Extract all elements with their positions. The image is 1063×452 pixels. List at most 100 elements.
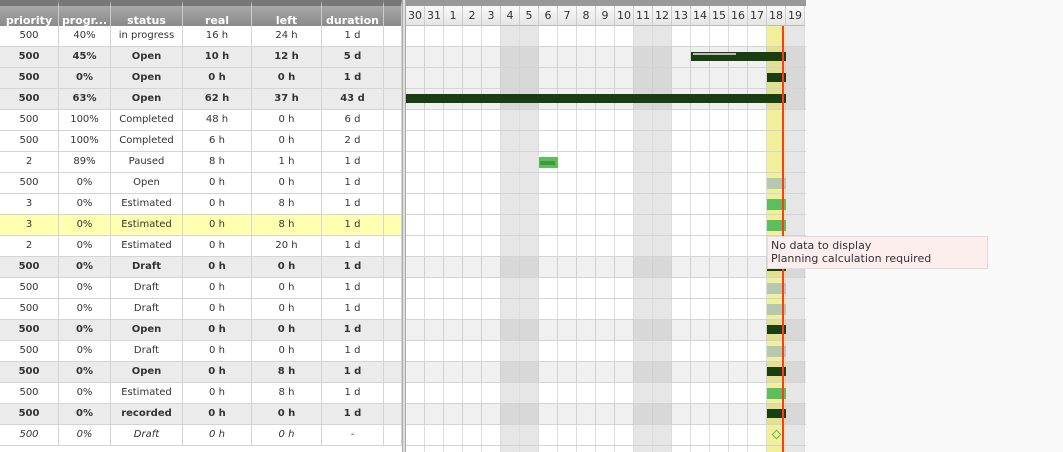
gantt-row	[406, 89, 806, 110]
progress-line	[693, 53, 736, 55]
pending-bar[interactable]	[767, 304, 786, 315]
task-bar[interactable]	[767, 388, 786, 399]
cell-progress: 0%	[59, 194, 111, 215]
cell-status: Draft	[111, 425, 183, 446]
splitter-handle[interactable]	[402, 0, 406, 452]
cell-left: 8 h	[252, 362, 322, 383]
cell-progress: 0%	[59, 278, 111, 299]
cell-priority: 500	[0, 110, 59, 131]
pending-bar[interactable]	[767, 346, 786, 357]
milestone-diamond[interactable]	[771, 429, 782, 440]
day-column	[444, 26, 463, 452]
cell-extra	[384, 383, 402, 404]
day-column	[634, 26, 653, 452]
cell-extra	[384, 194, 402, 215]
cell-progress: 0%	[59, 173, 111, 194]
column-header-real[interactable]: real	[183, 0, 252, 27]
pending-bar[interactable]	[767, 178, 786, 189]
cell-progress: 0%	[59, 362, 111, 383]
cell-extra	[384, 89, 402, 110]
day-column	[539, 26, 558, 452]
cell-progress: 0%	[59, 425, 111, 446]
column-header-duration[interactable]: duration	[322, 0, 384, 27]
day-header: 10	[615, 6, 634, 26]
cell-progress: 89%	[59, 152, 111, 173]
gantt-row	[406, 404, 806, 425]
day-header: 19	[786, 6, 805, 26]
day-header: 6	[539, 6, 558, 26]
cell-progress: 0%	[59, 215, 111, 236]
day-header: 16	[729, 6, 748, 26]
cell-extra	[384, 47, 402, 68]
cell-priority: 3	[0, 194, 59, 215]
cell-real: 16 h	[183, 26, 252, 47]
column-header-progress[interactable]: progr...	[59, 0, 111, 27]
gantt-row	[406, 131, 806, 152]
cell-duration: 6 d	[322, 110, 384, 131]
day-header: 3	[482, 6, 501, 26]
summary-bar[interactable]	[767, 73, 786, 82]
task-bar[interactable]	[767, 199, 786, 210]
cell-status: Open	[111, 68, 183, 89]
day-header: 4	[501, 6, 520, 26]
cell-extra	[384, 299, 402, 320]
cell-real: 0 h	[183, 68, 252, 89]
cell-status: Open	[111, 362, 183, 383]
day-header: 14	[691, 6, 710, 26]
gantt-row	[406, 341, 806, 362]
cell-left: 8 h	[252, 215, 322, 236]
cell-status: recorded	[111, 404, 183, 425]
cell-left: 8 h	[252, 194, 322, 215]
cell-status: Estimated	[111, 383, 183, 404]
cell-priority: 500	[0, 68, 59, 89]
cell-duration: 1 d	[322, 299, 384, 320]
column-header-left[interactable]: left	[252, 0, 322, 27]
cell-extra	[384, 26, 402, 47]
cell-status: Paused	[111, 152, 183, 173]
cell-duration: 1 d	[322, 320, 384, 341]
column-header-status[interactable]: status	[111, 0, 183, 27]
summary-bar[interactable]	[691, 52, 786, 61]
cell-extra	[384, 131, 402, 152]
pending-bar[interactable]	[767, 283, 786, 294]
gantt-row	[406, 152, 806, 173]
gantt-month-header	[406, 0, 806, 6]
column-header-priority[interactable]: priority	[0, 0, 59, 27]
summary-bar[interactable]	[767, 325, 786, 334]
cell-left: 20 h	[252, 236, 322, 257]
cell-status: Draft	[111, 299, 183, 320]
cell-duration: 1 d	[322, 257, 384, 278]
task-bar[interactable]	[767, 220, 786, 231]
cell-progress: 100%	[59, 110, 111, 131]
cell-progress: 0%	[59, 68, 111, 89]
summary-bar[interactable]	[767, 409, 786, 418]
summary-bar[interactable]	[767, 367, 786, 376]
day-column	[558, 26, 577, 452]
day-column	[729, 26, 748, 452]
cell-real: 0 h	[183, 173, 252, 194]
table-row[interactable]: 500 63% Open 62 h 37 h 43 d	[0, 89, 402, 110]
cell-priority: 500	[0, 383, 59, 404]
summary-bar[interactable]	[406, 94, 786, 103]
column-header-extra[interactable]	[384, 0, 402, 26]
day-header: 9	[596, 6, 615, 26]
